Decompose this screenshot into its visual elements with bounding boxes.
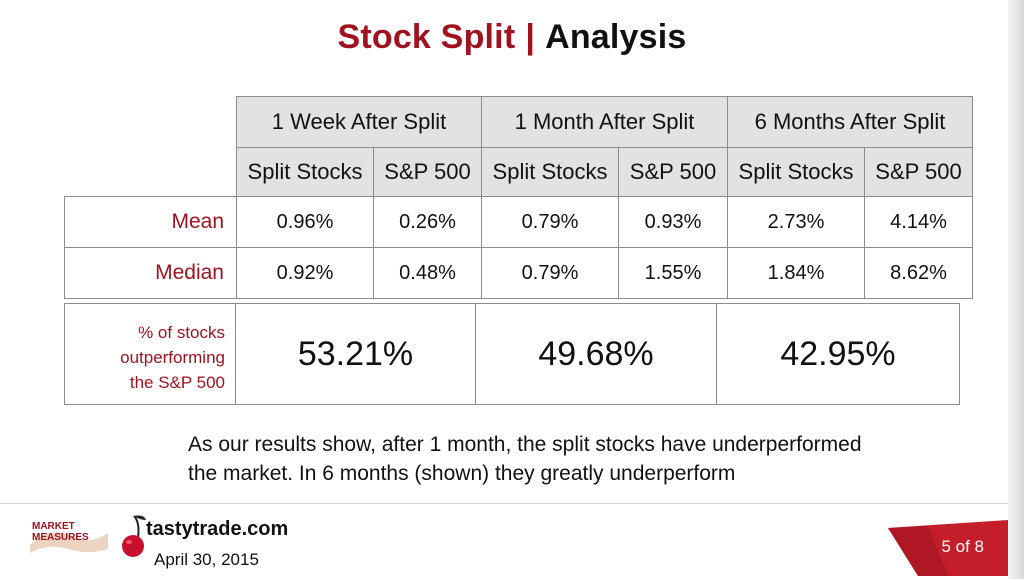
subheader-sp500: S&P 500 <box>864 147 973 197</box>
market-measures-logo: MARKET MEASURES <box>30 521 108 553</box>
period-header-1week: 1 Week After Split <box>236 96 482 148</box>
cherry-icon <box>122 515 146 557</box>
table-cell: 4.14% <box>864 196 973 248</box>
subheader-sp500: S&P 500 <box>373 147 482 197</box>
subheader-split-stocks: Split Stocks <box>727 147 865 197</box>
slide-date: April 30, 2015 <box>154 550 259 569</box>
table-cell: 0.79% <box>481 247 619 299</box>
page-title: Stock Split | Analysis <box>0 18 1024 57</box>
page-number: 5 of 8 <box>941 537 984 556</box>
page-indicator-badge <box>888 520 1008 576</box>
title-part2: Analysis <box>545 18 687 56</box>
table-cell: 1.84% <box>727 247 865 299</box>
right-edge-shadow <box>1008 0 1024 579</box>
table-cell: 0.96% <box>236 196 374 248</box>
note-line: the market. In 6 months (shown) they gre… <box>188 462 736 485</box>
subheader-sp500: S&P 500 <box>618 147 728 197</box>
table-cell: 2.73% <box>727 196 865 248</box>
logo-text: MARKET MEASURES <box>32 521 89 543</box>
table-cell: 8.62% <box>864 247 973 299</box>
subheader-split-stocks: Split Stocks <box>236 147 374 197</box>
row-label-mean: Mean <box>64 196 237 248</box>
row-label-median: Median <box>64 247 237 299</box>
table-cell: 1.55% <box>618 247 728 299</box>
outperforming-label-line: the S&P 500 <box>129 373 225 392</box>
table-cell: 0.48% <box>373 247 482 299</box>
title-separator: | <box>525 18 536 56</box>
table-cell: 0.92% <box>236 247 374 299</box>
footer-divider <box>0 503 1008 504</box>
outperforming-label: % of stocks outperforming the S&P 500 <box>64 303 236 405</box>
outperforming-label-line: % of stocks <box>138 323 225 342</box>
analysis-note: As our results show, after 1 month, the … <box>188 430 988 488</box>
outperforming-label-line: outperforming <box>120 348 225 367</box>
subheader-split-stocks: Split Stocks <box>481 147 619 197</box>
period-header-1month: 1 Month After Split <box>481 96 728 148</box>
table-cell: 0.93% <box>618 196 728 248</box>
table-cell: 0.26% <box>373 196 482 248</box>
table-cell: 0.79% <box>481 196 619 248</box>
title-part1: Stock Split <box>337 18 516 56</box>
note-line: As our results show, after 1 month, the … <box>188 433 862 456</box>
brand-name: tastytrade.com <box>146 518 289 540</box>
period-header-6months: 6 Months After Split <box>727 96 973 148</box>
outperforming-value-1week: 53.21% <box>235 303 476 405</box>
outperforming-value-6months: 42.95% <box>716 303 960 405</box>
outperforming-value-1month: 49.68% <box>475 303 717 405</box>
